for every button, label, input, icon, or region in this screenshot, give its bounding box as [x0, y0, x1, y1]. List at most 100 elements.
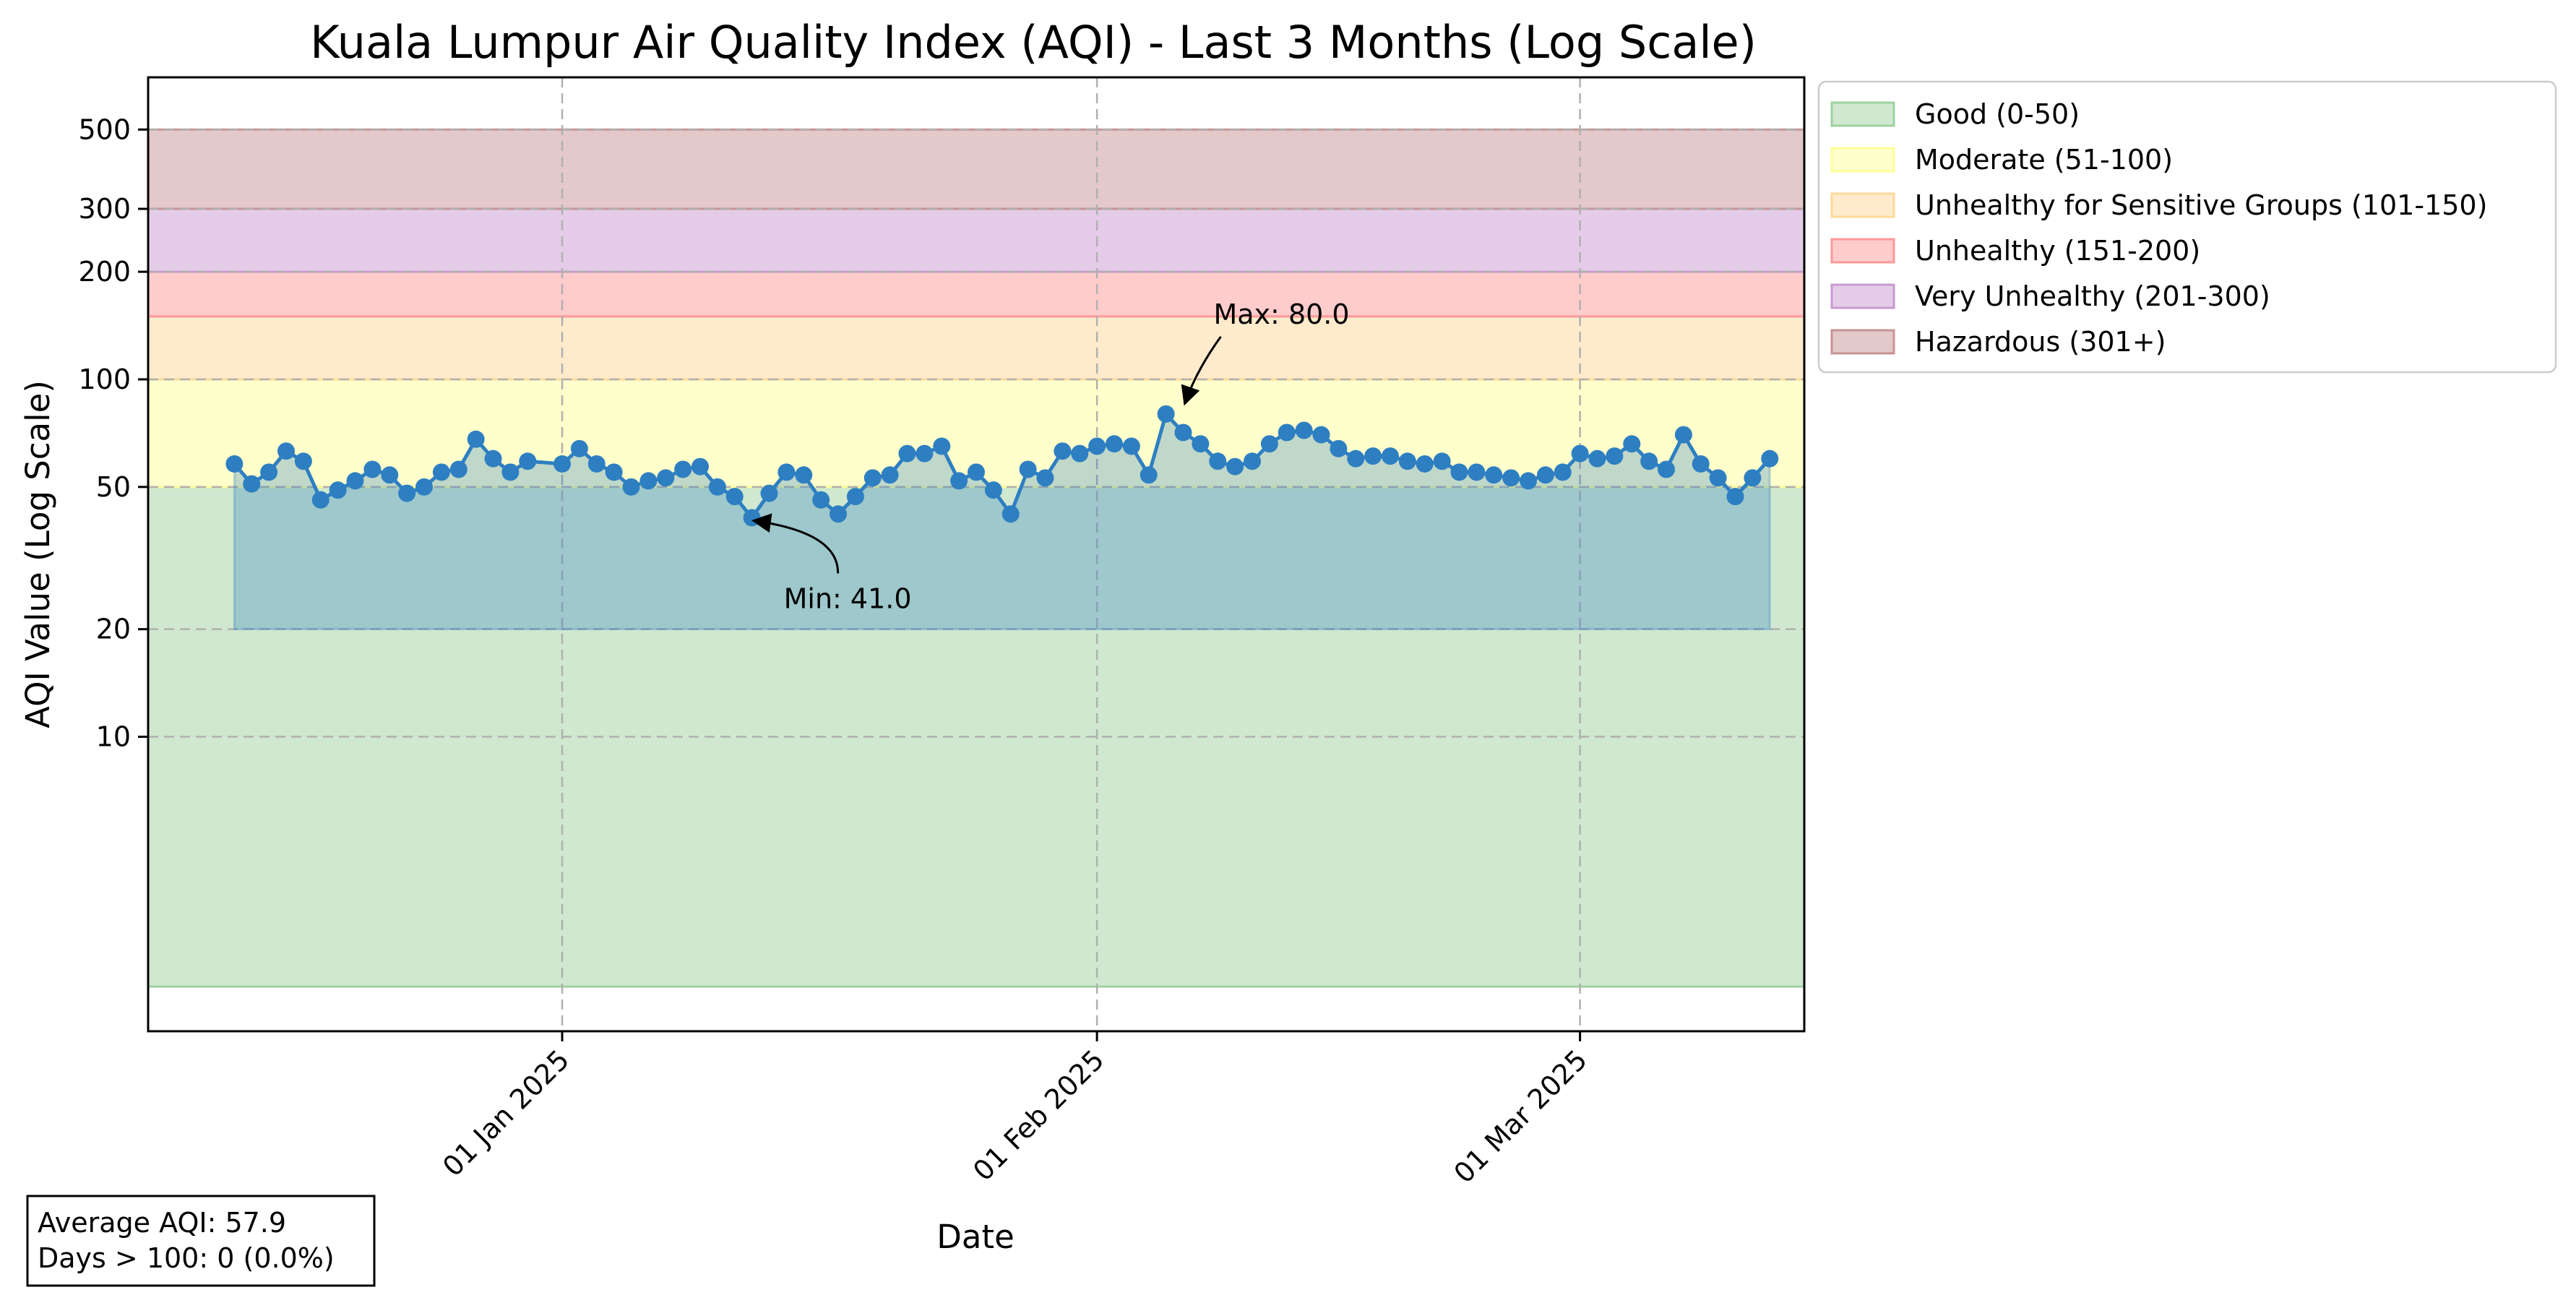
- y-tick-label-1: 20: [96, 614, 131, 645]
- data-point-12: [432, 463, 450, 481]
- data-point-78: [1588, 449, 1606, 468]
- legend-swatch-1: [1830, 147, 1895, 173]
- y-tick-label-6: 500: [78, 113, 131, 145]
- legend-label-4: Very Unhealthy (201-300): [1915, 280, 2270, 312]
- aqi-category-bands: [148, 128, 1804, 988]
- data-point-79: [1606, 447, 1624, 465]
- data-point-22: [622, 478, 640, 496]
- data-point-85: [1709, 469, 1727, 487]
- data-point-49: [1088, 437, 1106, 455]
- data-point-62: [1312, 426, 1330, 444]
- data-point-7: [346, 472, 364, 490]
- legend-label-3: Unhealthy (151-200): [1915, 235, 2200, 267]
- data-point-68: [1416, 455, 1434, 473]
- data-point-71: [1468, 463, 1486, 481]
- data-point-41: [950, 472, 968, 490]
- data-point-38: [898, 444, 916, 462]
- data-point-84: [1692, 455, 1710, 473]
- data-point-35: [846, 488, 864, 506]
- data-point-58: [1244, 452, 1261, 470]
- data-point-39: [916, 444, 934, 462]
- data-point-24: [657, 469, 675, 487]
- data-point-26: [692, 457, 709, 476]
- data-point-86: [1726, 488, 1744, 506]
- stats-exceed: Days > 100: 0 (0.0%): [38, 1242, 335, 1274]
- data-point-75: [1536, 466, 1554, 484]
- x-tick-label-2: 01 Mar 2025: [1448, 1044, 1593, 1189]
- data-point-21: [605, 463, 623, 481]
- data-point-50: [1106, 435, 1123, 453]
- series-layer: [225, 405, 1779, 527]
- data-point-53: [1157, 405, 1175, 423]
- data-point-65: [1364, 447, 1382, 465]
- data-point-67: [1398, 452, 1416, 470]
- data-point-19: [570, 439, 588, 457]
- data-point-81: [1640, 452, 1658, 470]
- data-point-6: [329, 481, 347, 499]
- data-point-4: [294, 452, 312, 470]
- annotation-label-1: Min: 41.0: [784, 582, 912, 614]
- data-point-36: [863, 469, 882, 487]
- stats-frame: [26, 1195, 376, 1287]
- data-point-27: [708, 478, 726, 496]
- legend-swatch-2: [1830, 192, 1895, 218]
- data-point-77: [1571, 444, 1589, 462]
- y-tick-label-2: 50: [96, 471, 131, 503]
- data-point-25: [674, 460, 692, 478]
- band-3: [148, 270, 1804, 318]
- data-point-20: [587, 455, 606, 473]
- data-point-1: [243, 475, 261, 493]
- data-point-44: [1001, 505, 1020, 523]
- data-point-40: [933, 437, 951, 455]
- data-point-32: [795, 466, 813, 484]
- annotation-label-0: Max: 80.0: [1214, 298, 1350, 330]
- data-point-2: [260, 463, 278, 481]
- data-point-9: [381, 466, 399, 484]
- legend-swatch-5: [1830, 329, 1895, 355]
- data-point-66: [1382, 447, 1399, 465]
- band-4: [148, 207, 1804, 273]
- x-axis-label: Date: [936, 1218, 1015, 1256]
- band-5: [148, 128, 1804, 210]
- y-axis-ticks: 10 20 50 100 200 300 500: [78, 113, 148, 753]
- data-point-63: [1330, 439, 1348, 457]
- data-point-83: [1674, 426, 1692, 444]
- annotations: Max: 80.0 Min: 41.0: [751, 298, 1350, 614]
- data-point-54: [1174, 423, 1192, 442]
- data-point-30: [760, 484, 778, 502]
- data-point-11: [415, 478, 433, 496]
- data-point-70: [1450, 463, 1468, 481]
- data-point-82: [1658, 460, 1675, 478]
- x-tick-label-1: 01 Feb 2025: [967, 1044, 1110, 1187]
- band-2: [148, 315, 1804, 381]
- y-tick-label-0: 10: [96, 721, 131, 753]
- data-point-42: [968, 463, 985, 481]
- legend-swatch-0: [1830, 101, 1895, 127]
- data-point-60: [1278, 423, 1296, 442]
- legend: Good (0-50) Moderate (51-100) Unhealthy fo…: [1817, 80, 2557, 374]
- data-point-80: [1623, 435, 1641, 453]
- data-point-17: [519, 452, 537, 470]
- legend-swatch-3: [1830, 238, 1895, 264]
- data-point-46: [1036, 469, 1054, 487]
- x-tick-label-0: 01 Jan 2025: [436, 1044, 575, 1182]
- data-point-64: [1347, 449, 1365, 468]
- legend-label-2: Unhealthy for Sensitive Groups (101-150): [1915, 189, 2487, 221]
- data-point-55: [1192, 435, 1210, 453]
- y-tick-label-4: 200: [78, 256, 131, 288]
- data-point-61: [1295, 421, 1313, 439]
- y-tick-label-3: 100: [78, 363, 131, 395]
- data-point-29: [743, 509, 761, 527]
- x-axis-ticks: 01 Jan 2025 01 Feb 2025 01 Mar 2025: [436, 1031, 1593, 1189]
- data-point-52: [1140, 466, 1158, 484]
- data-point-28: [725, 488, 744, 506]
- data-point-59: [1260, 435, 1278, 453]
- stats-average: Average AQI: 57.9: [38, 1207, 286, 1239]
- legend-label-0: Good (0-50): [1915, 98, 2080, 130]
- data-point-51: [1122, 437, 1140, 455]
- data-point-57: [1226, 457, 1244, 476]
- data-point-18: [553, 455, 571, 473]
- data-point-0: [225, 455, 244, 473]
- data-point-8: [363, 460, 382, 478]
